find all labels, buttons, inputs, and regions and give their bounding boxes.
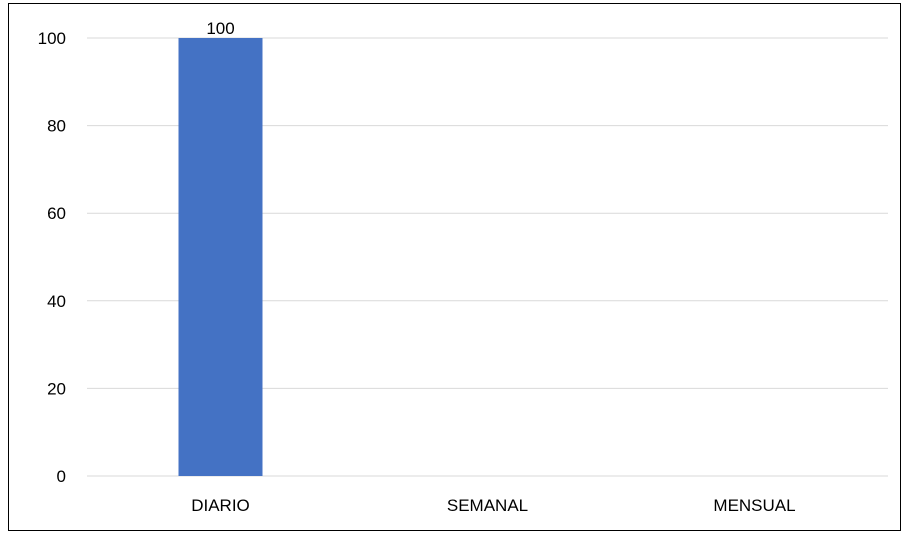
y-tick-label-0: 0 <box>57 467 66 486</box>
bar-diario <box>178 38 263 476</box>
bars <box>178 38 263 476</box>
x-category-label-semanal: SEMANAL <box>447 496 528 515</box>
y-tick-label-100: 100 <box>38 29 66 48</box>
x-axis-category-labels: DIARIO SEMANAL MENSUAL <box>191 496 795 515</box>
x-category-label-diario: DIARIO <box>191 496 250 515</box>
y-tick-label-40: 40 <box>47 292 66 311</box>
data-labels: 100 <box>206 19 234 38</box>
y-tick-label-80: 80 <box>47 117 66 136</box>
y-axis-tick-labels: 0 20 40 60 80 100 <box>38 29 66 486</box>
chart-frame <box>8 3 901 531</box>
y-tick-label-20: 20 <box>47 379 66 398</box>
x-category-label-mensual: MENSUAL <box>713 496 795 515</box>
y-tick-label-60: 60 <box>47 204 66 223</box>
data-label-diario: 100 <box>206 19 234 38</box>
